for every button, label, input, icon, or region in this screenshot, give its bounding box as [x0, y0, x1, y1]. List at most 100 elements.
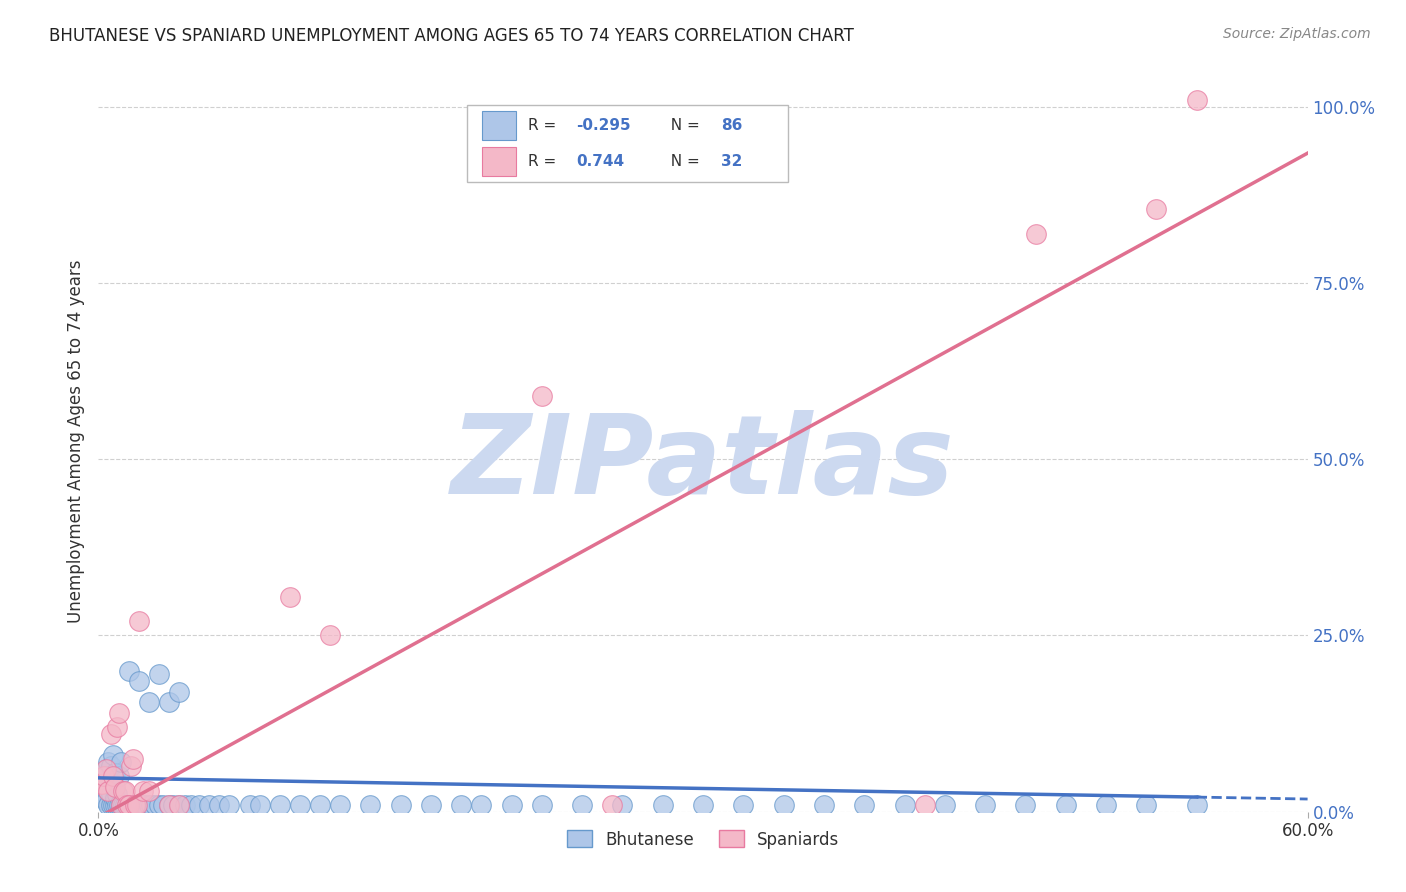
Point — [107, 769, 129, 783]
Point — [934, 797, 956, 812]
Point — [1095, 797, 1118, 812]
Point — [157, 797, 180, 812]
Point — [121, 752, 143, 766]
Point — [132, 783, 155, 797]
Point — [124, 797, 146, 812]
Text: 0.744: 0.744 — [576, 154, 624, 169]
Point — [602, 797, 624, 812]
Point — [118, 664, 141, 678]
Text: BHUTANESE VS SPANIARD UNEMPLOYMENT AMONG AGES 65 TO 74 YEARS CORRELATION CHART: BHUTANESE VS SPANIARD UNEMPLOYMENT AMONG… — [49, 27, 853, 45]
Text: 32: 32 — [721, 154, 742, 169]
Point — [96, 763, 118, 777]
Point — [103, 766, 125, 780]
Point — [389, 797, 412, 812]
Point — [110, 797, 132, 812]
Point — [157, 695, 180, 709]
Point — [692, 797, 714, 812]
Point — [470, 797, 492, 812]
Point — [612, 797, 634, 812]
Point — [152, 797, 174, 812]
Text: N =: N = — [661, 154, 704, 169]
Point — [110, 797, 132, 812]
Point — [107, 706, 129, 720]
Point — [97, 797, 120, 812]
Y-axis label: Unemployment Among Ages 65 to 74 years: Unemployment Among Ages 65 to 74 years — [66, 260, 84, 624]
Point — [134, 797, 156, 812]
Point — [138, 695, 160, 709]
Point — [148, 797, 170, 812]
Point — [651, 797, 673, 812]
Point — [103, 780, 125, 794]
Text: -0.295: -0.295 — [576, 118, 631, 133]
Point — [96, 794, 118, 808]
Point — [101, 797, 124, 812]
Point — [157, 797, 180, 812]
Point — [105, 720, 128, 734]
Point — [111, 783, 134, 797]
Point — [571, 797, 593, 812]
Point — [100, 759, 122, 773]
Point — [93, 769, 115, 783]
Point — [1014, 797, 1036, 812]
Point — [309, 797, 332, 812]
Point — [974, 797, 997, 812]
Point — [501, 797, 523, 812]
FancyBboxPatch shape — [467, 104, 787, 183]
Point — [167, 797, 190, 812]
Point — [174, 797, 197, 812]
Point — [249, 797, 271, 812]
Point — [128, 797, 150, 812]
Point — [105, 797, 128, 812]
Point — [89, 776, 111, 790]
Point — [103, 790, 125, 805]
Point — [239, 797, 262, 812]
Point — [115, 797, 138, 812]
Point — [420, 797, 443, 812]
Point — [530, 797, 553, 812]
Point — [100, 727, 122, 741]
Point — [138, 797, 160, 812]
Point — [110, 756, 132, 770]
Point — [167, 685, 190, 699]
Point — [269, 797, 291, 812]
Point — [893, 797, 915, 812]
Point — [114, 783, 136, 797]
Point — [450, 797, 472, 812]
Point — [89, 783, 111, 797]
Text: R =: R = — [527, 154, 565, 169]
Bar — [482, 146, 516, 177]
Point — [167, 797, 190, 812]
Point — [360, 797, 382, 812]
Point — [1054, 797, 1077, 812]
Point — [115, 797, 138, 812]
Point — [120, 797, 142, 812]
Point — [188, 797, 211, 812]
Point — [208, 797, 231, 812]
Point — [100, 797, 122, 812]
Point — [319, 628, 342, 642]
Point — [180, 797, 202, 812]
Point — [91, 776, 114, 790]
Point — [93, 766, 115, 780]
Point — [120, 759, 142, 773]
Point — [114, 797, 136, 812]
Point — [1135, 797, 1157, 812]
Point — [105, 787, 128, 801]
Point — [813, 797, 835, 812]
Point — [288, 797, 311, 812]
Point — [118, 797, 141, 812]
Point — [772, 797, 794, 812]
Point — [329, 797, 352, 812]
Point — [101, 776, 124, 790]
Point — [129, 797, 152, 812]
Point — [101, 748, 124, 763]
Text: R =: R = — [527, 118, 561, 133]
Point — [124, 797, 146, 812]
Point — [530, 389, 553, 403]
Point — [914, 797, 936, 812]
Point — [218, 797, 240, 812]
Text: 86: 86 — [721, 118, 742, 133]
Point — [138, 783, 160, 797]
Point — [96, 763, 118, 777]
Point — [97, 783, 120, 797]
